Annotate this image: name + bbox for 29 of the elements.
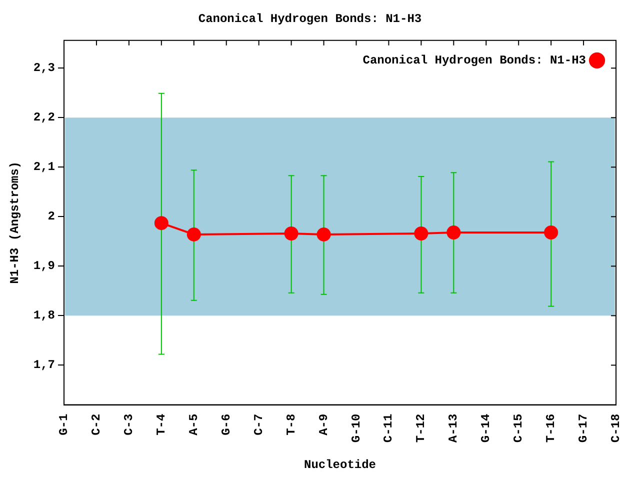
x-tick-label: C-2 xyxy=(89,414,104,436)
x-tick-label: C-18 xyxy=(609,414,624,443)
y-tick-label: 1,7 xyxy=(33,358,56,372)
x-tick-label: A-5 xyxy=(186,414,201,436)
x-tick-label: C-11 xyxy=(382,414,396,443)
y-tick-label: 2,3 xyxy=(33,61,56,76)
x-tick-label: T-8 xyxy=(284,414,298,436)
x-tick-label: G-17 xyxy=(576,414,591,443)
x-tick-label: G-1 xyxy=(57,414,72,436)
x-axis-title: Nucleotide xyxy=(304,458,376,472)
x-tick-label: G-6 xyxy=(219,414,234,436)
x-tick-label: T-12 xyxy=(414,414,428,443)
y-tick-label: 2,2 xyxy=(33,110,56,125)
chart-title: Canonical Hydrogen Bonds: N1-H3 xyxy=(198,12,422,26)
y-tick-label: 1,8 xyxy=(33,308,56,323)
x-tick-label: T-4 xyxy=(154,414,168,436)
x-tick-label: C-3 xyxy=(122,414,136,436)
y-tick-label: 2,1 xyxy=(33,160,56,174)
y-tick-label: 1,9 xyxy=(33,259,56,274)
x-tick-label: C-7 xyxy=(252,414,266,436)
legend-label: Canonical Hydrogen Bonds: N1-H3 xyxy=(362,53,586,68)
x-tick-label: C-15 xyxy=(512,414,526,443)
x-tick-label: G-14 xyxy=(479,414,494,443)
x-tick-label: G-10 xyxy=(349,414,364,443)
y-tick-label: 2 xyxy=(48,210,56,224)
x-tick-label: T-16 xyxy=(544,414,558,443)
y-axis-title: N1-H3 (Angstroms) xyxy=(8,161,22,284)
x-tick-label: A-13 xyxy=(446,414,461,443)
x-tick-label: A-9 xyxy=(316,414,331,436)
